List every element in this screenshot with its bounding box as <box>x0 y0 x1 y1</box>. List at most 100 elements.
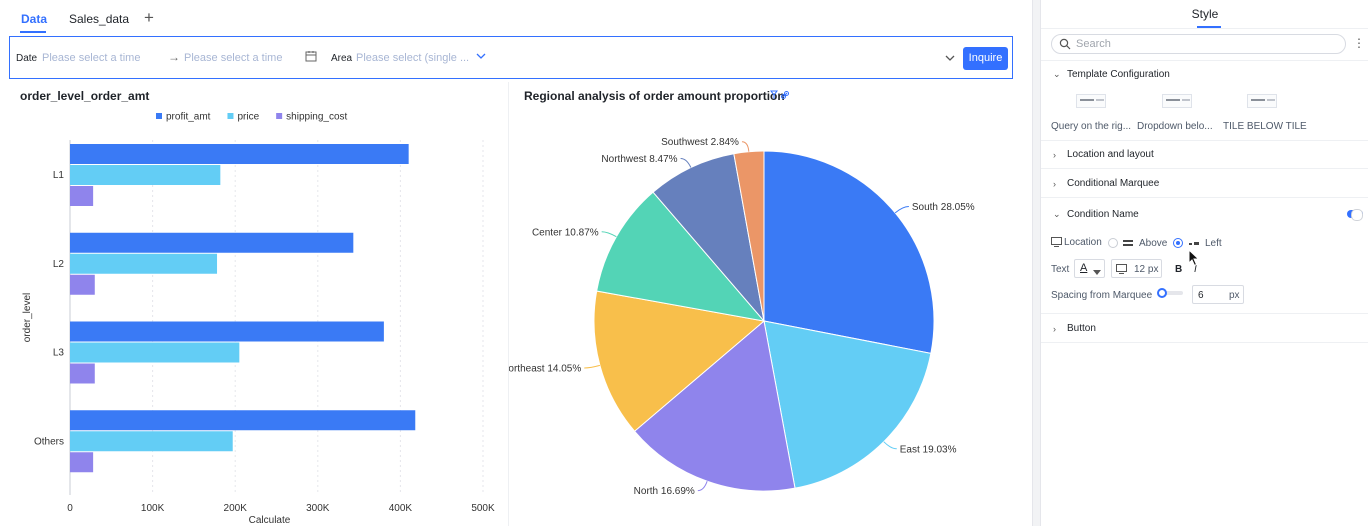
font-color-picker[interactable]: A <box>1074 259 1105 278</box>
tab-sales-data[interactable]: Sales_data <box>69 12 130 26</box>
area-select[interactable]: Please select (single ... <box>356 52 470 64</box>
bar-price <box>70 165 221 185</box>
area-label: Area <box>331 53 353 64</box>
legend-swatch <box>227 113 234 119</box>
date-end-input[interactable]: Please select a time <box>184 52 283 64</box>
section-template-configuration[interactable]: Template Configuration <box>1067 69 1170 80</box>
bar-profit_amt <box>70 410 416 431</box>
location-label: Location <box>1064 237 1102 248</box>
font-size-value: 12 px <box>1134 264 1159 275</box>
location-above-radio[interactable] <box>1108 238 1118 248</box>
bar-price <box>70 431 233 452</box>
x-tick-label: 300K <box>306 503 330 514</box>
section-button[interactable]: Button <box>1067 323 1096 334</box>
calendar-icon[interactable] <box>305 50 317 65</box>
spacing-slider-handle[interactable] <box>1157 288 1167 298</box>
pie-slice-southwest <box>733 150 765 322</box>
collapse-chevron-down-icon[interactable] <box>945 53 955 65</box>
monitor-icon <box>1051 237 1062 250</box>
divider <box>1041 28 1368 29</box>
pie-label-leader <box>883 441 897 450</box>
bold-button[interactable]: B <box>1175 264 1183 275</box>
bar-profit_amt <box>70 144 409 164</box>
style-panel: Style Search ⋮ ⌄ Template Configuration … <box>1040 0 1368 526</box>
section-conditional-marquee[interactable]: Conditional Marquee <box>1067 178 1160 189</box>
pie-slice-north <box>633 320 796 492</box>
chevron-right-icon[interactable]: › <box>1053 324 1056 334</box>
divider <box>1041 197 1368 198</box>
text-label: Text <box>1051 264 1070 275</box>
chevron-down-icon[interactable]: ⌄ <box>1053 209 1061 219</box>
pie-label: East 19.03% <box>900 444 957 455</box>
chevron-right-icon[interactable]: › <box>1053 150 1056 160</box>
above-label[interactable]: Above <box>1139 238 1168 249</box>
bar-shipping_cost <box>70 452 94 473</box>
pie-label: Southwest 2.84% <box>661 137 739 148</box>
font-size-select[interactable]: 12 px <box>1111 259 1162 278</box>
template-label-dropdown[interactable]: Dropdown belo... <box>1137 121 1213 132</box>
spacing-slider-track[interactable] <box>1157 288 1183 298</box>
bar-chart: profit_amt price shipping_cost 0 100K 200K 300… <box>22 112 495 526</box>
template-label-tile[interactable]: TILE BELOW TILE <box>1223 121 1307 132</box>
section-condition-name[interactable]: Condition Name <box>1067 209 1139 220</box>
style-search-input[interactable]: Search <box>1051 34 1346 54</box>
pie-label: South 28.05% <box>912 202 975 213</box>
bar-shipping_cost <box>70 363 95 384</box>
date-range-arrow-icon: → <box>168 50 180 64</box>
x-tick-label: 400K <box>389 503 413 514</box>
y-tick-label: Others <box>34 436 64 447</box>
chevron-down-icon[interactable]: ⌄ <box>1053 69 1061 79</box>
y-tick-label: L1 <box>53 170 65 181</box>
pie-slice-center <box>596 191 766 322</box>
search-placeholder: Search <box>1076 38 1111 50</box>
search-icon <box>1059 38 1071 53</box>
pie-slice-south <box>763 150 935 354</box>
dashboard-canvas: Data Sales_data + Date Please select a t… <box>9 8 1013 526</box>
spacing-label: Spacing from Marquee <box>1051 290 1153 301</box>
pie-label: Center 10.87% <box>532 227 599 238</box>
pie-slice-northwest <box>652 153 765 323</box>
template-thumb-dropdown[interactable] <box>1162 94 1192 108</box>
area-chevron-down-icon[interactable] <box>476 51 486 63</box>
pie-label: Northwest 8.47% <box>601 154 677 165</box>
pie-slice-east <box>763 320 932 489</box>
style-panel-title[interactable]: Style <box>1191 7 1219 21</box>
pie-label-leader <box>894 205 909 214</box>
location-left-radio[interactable] <box>1173 238 1183 248</box>
filter-link-icon[interactable] <box>769 89 791 104</box>
legend-swatch <box>156 113 162 119</box>
y-axis-label: order_level <box>22 293 33 342</box>
left-label[interactable]: Left <box>1205 238 1222 249</box>
legend-label: profit_amt <box>166 112 211 123</box>
spacing-unit: px <box>1229 290 1240 301</box>
caret-down-icon <box>1093 266 1101 278</box>
bar-profit_amt <box>70 232 354 253</box>
x-tick-label: 100K <box>141 503 165 514</box>
date-start-input[interactable]: Please select a time <box>42 52 141 64</box>
pie-label-leader <box>601 231 617 238</box>
more-options-icon[interactable]: ⋮ <box>1353 36 1365 50</box>
bar-chart-title: order_level_order_amt <box>20 89 150 103</box>
template-label-right[interactable]: Query on the rig... <box>1051 121 1132 132</box>
section-location-and-layout[interactable]: Location and layout <box>1067 149 1154 160</box>
bar-shipping_cost <box>70 274 95 295</box>
x-tick-label: 0 <box>67 503 73 514</box>
bar-profit_amt <box>70 321 384 342</box>
inquire-button[interactable]: Inquire <box>963 47 1008 70</box>
condition-name-toggle[interactable] <box>1347 209 1363 221</box>
pie-label: Northeast 14.05% <box>509 364 581 375</box>
chevron-right-icon[interactable]: › <box>1053 179 1056 189</box>
spacing-input[interactable]: 6 px <box>1192 285 1244 304</box>
pie-label: North 16.69% <box>634 486 695 497</box>
template-thumb-tile[interactable] <box>1247 94 1277 108</box>
legend-label: price <box>237 112 259 123</box>
template-thumb-right[interactable] <box>1076 94 1106 108</box>
spacing-value: 6 <box>1198 290 1204 301</box>
canvas-scrollbar[interactable] <box>1032 0 1040 526</box>
y-tick-label: L2 <box>53 259 65 270</box>
tab-data[interactable]: Data <box>21 12 48 26</box>
italic-button[interactable]: I <box>1194 264 1197 275</box>
add-tab-icon[interactable]: + <box>144 8 154 27</box>
date-label: Date <box>16 53 38 64</box>
above-layout-icon <box>1123 238 1133 250</box>
